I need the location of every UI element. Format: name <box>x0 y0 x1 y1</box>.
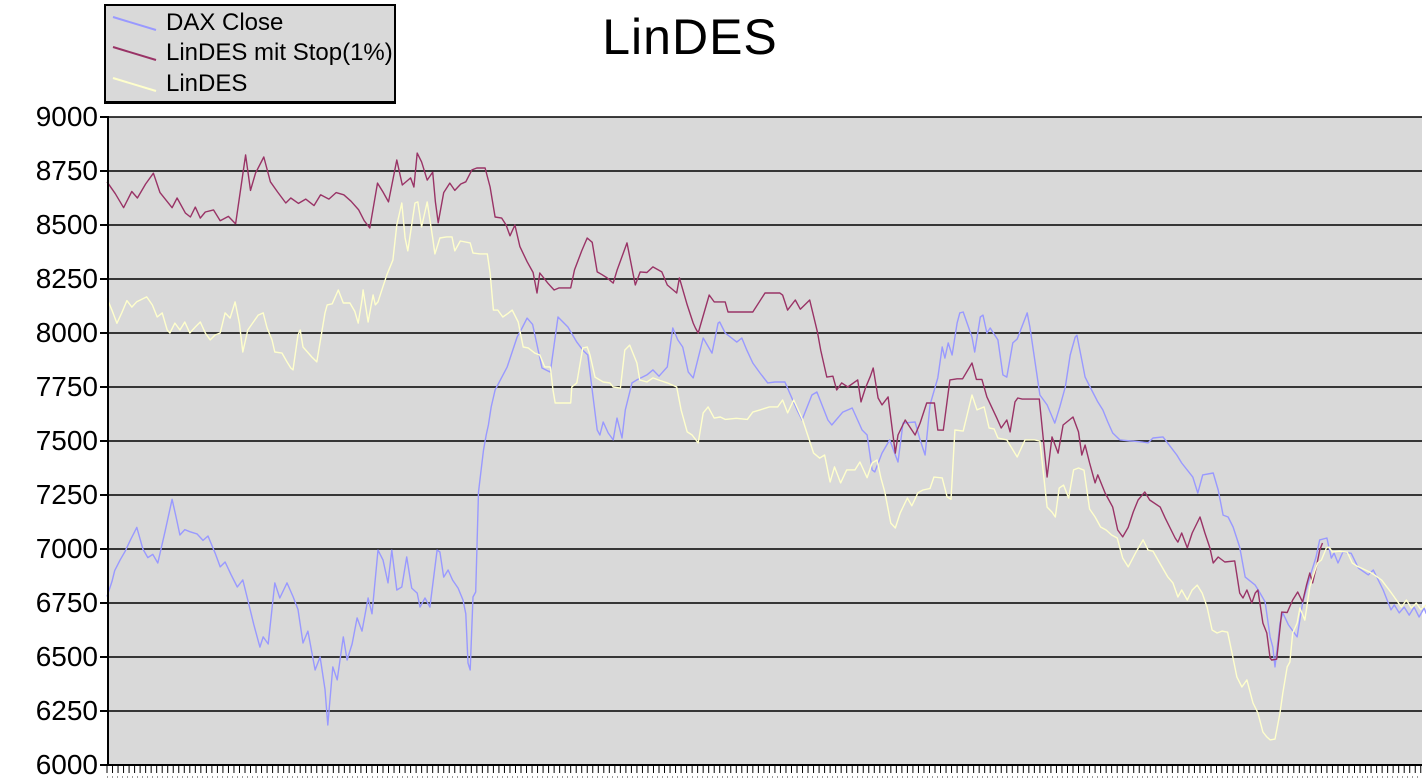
legend-label: LinDES mit Stop(1%) <box>166 39 393 67</box>
y-axis-label: 6750 <box>35 587 98 618</box>
y-axis-label: 9000 <box>35 101 98 132</box>
y-axis-label: 7000 <box>35 533 98 564</box>
chart-title: LinDES <box>602 9 778 65</box>
y-axis-label: 8750 <box>35 155 98 186</box>
legend-label: LinDES <box>166 69 248 97</box>
series-line-dax-close <box>106 311 1426 726</box>
legend-item-dax-close: DAX Close <box>110 8 390 38</box>
dax-close-line-sample-icon <box>112 16 157 32</box>
y-axis-label: 6000 <box>35 749 98 780</box>
legend-item-lindes-mit-stop: LinDES mit Stop(1%) <box>110 38 393 68</box>
series-line-lindes-mit-stop-1- <box>106 152 1324 661</box>
legend: DAX Close LinDES mit Stop(1%) LinDES <box>104 4 396 104</box>
lindes-line-sample-icon <box>112 76 157 92</box>
y-axis-label: 8000 <box>35 317 98 348</box>
legend-label: DAX Close <box>166 9 284 37</box>
series-line-lindes <box>106 201 1426 741</box>
y-axis-label: 8250 <box>35 263 98 294</box>
y-axis-label: 7500 <box>35 425 98 456</box>
x-axis-ticks <box>106 765 1422 773</box>
legend-item-lindes: LinDES <box>110 69 390 99</box>
y-axis-label: 7750 <box>35 371 98 402</box>
y-axis-label: 6500 <box>35 641 98 672</box>
y-axis-label: 8500 <box>35 209 98 240</box>
lindes-mit-stop-line-sample-icon <box>112 46 157 62</box>
y-axis-label: 6250 <box>35 695 98 726</box>
y-axis-label: 7250 <box>35 479 98 510</box>
